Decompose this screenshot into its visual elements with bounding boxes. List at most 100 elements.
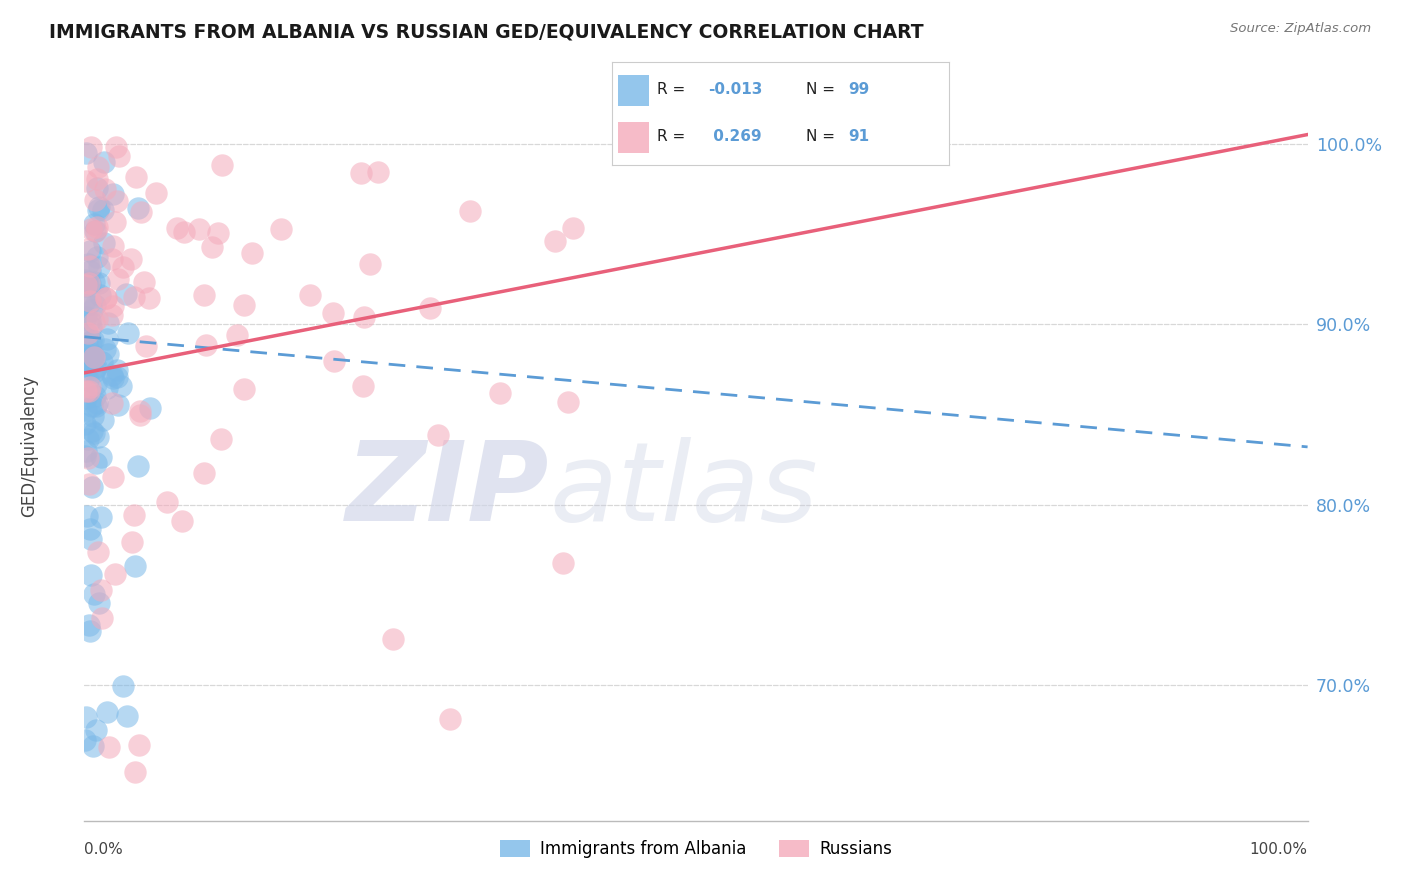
Text: IMMIGRANTS FROM ALBANIA VS RUSSIAN GED/EQUIVALENCY CORRELATION CHART: IMMIGRANTS FROM ALBANIA VS RUSSIAN GED/E… xyxy=(49,22,924,41)
Point xyxy=(207,226,229,240)
Point xyxy=(101,368,124,383)
Point xyxy=(187,222,209,236)
Point xyxy=(76,444,98,458)
Point xyxy=(84,194,107,208)
Point xyxy=(94,182,117,196)
Point xyxy=(544,234,567,248)
Point xyxy=(458,204,481,219)
Point xyxy=(86,251,108,265)
Point xyxy=(108,149,131,163)
Point xyxy=(77,326,100,341)
Point xyxy=(156,495,179,509)
Point xyxy=(94,291,117,305)
Point xyxy=(76,432,98,446)
Point xyxy=(125,169,148,184)
Point xyxy=(91,611,114,625)
Point xyxy=(381,632,404,646)
Point xyxy=(90,509,112,524)
Point xyxy=(233,382,256,396)
Point xyxy=(80,319,103,334)
Point xyxy=(170,514,193,528)
Point xyxy=(73,417,96,431)
Point xyxy=(77,450,100,465)
Point xyxy=(86,220,108,235)
Point xyxy=(83,426,105,441)
Bar xyxy=(619,122,648,153)
Point xyxy=(427,428,450,442)
Point xyxy=(76,242,98,256)
Point xyxy=(86,161,108,175)
Point xyxy=(557,395,579,409)
Point xyxy=(82,409,104,423)
Point xyxy=(350,166,373,180)
Point xyxy=(103,470,125,484)
Point xyxy=(233,298,256,312)
Point xyxy=(79,259,101,273)
Point xyxy=(94,291,117,305)
Point xyxy=(122,290,145,304)
Point xyxy=(104,566,127,581)
Point xyxy=(103,239,125,253)
Point xyxy=(96,332,118,346)
Point xyxy=(84,224,107,238)
Point xyxy=(562,221,585,235)
Point xyxy=(80,140,103,154)
Point xyxy=(79,244,101,259)
Point xyxy=(82,424,104,438)
Point xyxy=(82,348,104,362)
Point xyxy=(124,508,146,523)
Point xyxy=(367,165,389,179)
Text: atlas: atlas xyxy=(550,437,818,544)
Point xyxy=(79,314,101,328)
Point xyxy=(80,533,103,547)
Point xyxy=(83,275,105,289)
Point xyxy=(111,260,134,274)
Point xyxy=(77,347,100,361)
Point xyxy=(75,384,97,398)
Point xyxy=(96,316,118,330)
Point xyxy=(91,355,114,369)
Point xyxy=(104,140,127,154)
Text: 91: 91 xyxy=(848,129,869,145)
Point xyxy=(110,379,132,393)
Point xyxy=(84,377,107,392)
Point xyxy=(419,301,441,315)
Text: N =: N = xyxy=(806,82,839,97)
Point xyxy=(84,224,107,238)
Point xyxy=(79,522,101,536)
Point xyxy=(87,597,110,611)
Point xyxy=(79,277,101,291)
Point xyxy=(121,534,143,549)
Point xyxy=(101,187,124,202)
Point xyxy=(79,294,101,309)
Legend: Immigrants from Albania, Russians: Immigrants from Albania, Russians xyxy=(494,833,898,864)
Point xyxy=(73,273,96,287)
Text: 0.0%: 0.0% xyxy=(84,842,124,857)
Point xyxy=(91,202,114,217)
Point xyxy=(80,399,103,413)
Point xyxy=(201,239,224,253)
Point xyxy=(166,221,188,235)
Point xyxy=(79,350,101,364)
Point xyxy=(322,306,344,320)
Point xyxy=(129,408,152,422)
Point xyxy=(76,298,98,312)
Point xyxy=(91,413,114,427)
Text: -0.013: -0.013 xyxy=(707,82,762,97)
Point xyxy=(89,288,111,302)
Point xyxy=(101,371,124,385)
Point xyxy=(298,288,321,302)
Point xyxy=(80,334,103,348)
Point xyxy=(124,765,146,780)
Text: GED/Equivalency: GED/Equivalency xyxy=(20,375,38,517)
Point xyxy=(104,214,127,228)
Point xyxy=(75,391,97,405)
Point xyxy=(86,312,108,326)
Point xyxy=(139,401,162,415)
Point xyxy=(82,739,104,753)
Point xyxy=(80,222,103,236)
Point xyxy=(87,200,110,214)
Point xyxy=(79,624,101,639)
Point xyxy=(80,567,103,582)
Point xyxy=(135,339,157,353)
